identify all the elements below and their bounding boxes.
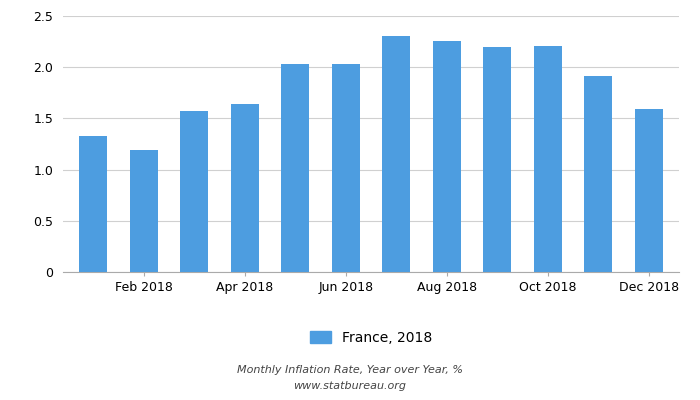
Bar [433, 40, 461, 272]
Bar [181, 111, 208, 272]
Text: Monthly Inflation Rate, Year over Year, %: Monthly Inflation Rate, Year over Year, … [237, 365, 463, 375]
Text: www.statbureau.org: www.statbureau.org [293, 381, 407, 391]
Bar [281, 64, 309, 272]
Bar [231, 104, 259, 272]
Bar [130, 150, 158, 272]
Bar [332, 64, 360, 272]
Bar [635, 109, 663, 272]
Bar [584, 76, 612, 272]
Legend: France, 2018: France, 2018 [304, 325, 438, 350]
Bar [382, 36, 410, 272]
Bar [483, 47, 511, 272]
Bar [534, 46, 561, 272]
Bar [79, 136, 107, 272]
